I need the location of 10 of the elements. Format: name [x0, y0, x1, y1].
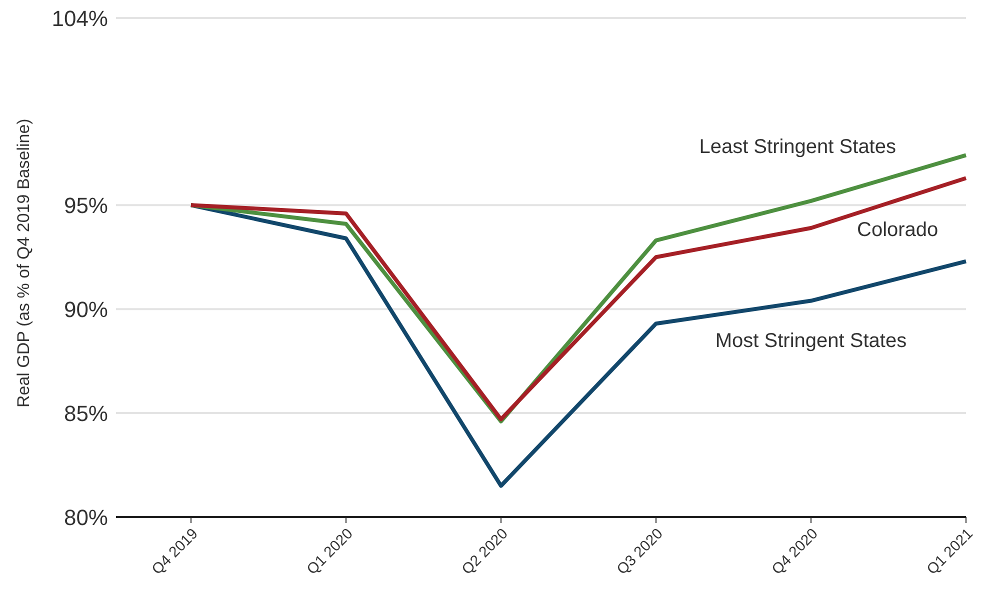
y-tick-label: 80% — [64, 504, 108, 530]
y-tick-label: 104% — [52, 6, 108, 31]
y-tick-label: 95% — [64, 192, 108, 218]
series-label: Colorado — [857, 218, 938, 241]
y-tick-label: 90% — [64, 296, 108, 322]
line-series — [189, 203, 968, 488]
y-tick-label: 85% — [64, 400, 108, 426]
y-axis-title: Real GDP (as % of Q4 2019 Baseline) — [14, 118, 34, 408]
series-label: Most Stringent States — [715, 330, 907, 352]
series-label: Least Stringent States — [699, 136, 896, 158]
